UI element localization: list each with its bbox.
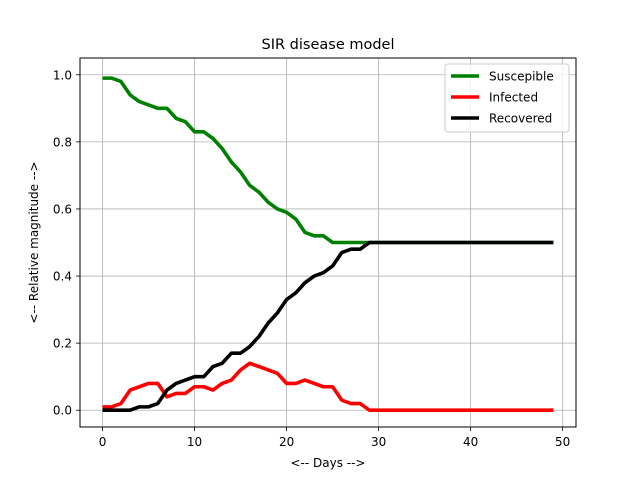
y-tick-label: 0.6	[53, 202, 72, 216]
legend-box	[444, 63, 570, 133]
x-tick-label: 0	[99, 435, 107, 449]
series-line-infected	[102, 361, 554, 413]
grid	[80, 58, 576, 427]
x-tick-label: 40	[463, 435, 478, 449]
y-tick-label: 0.8	[53, 135, 72, 149]
plot-frame	[79, 57, 577, 428]
y-axis-label: <-- Relative magnitude -->	[27, 161, 41, 323]
legend-label: Suscepible	[489, 70, 554, 84]
chart-title: SIR disease model	[262, 37, 395, 53]
x-axis-label: <-- Days -->	[290, 456, 365, 470]
legend: Suscepible Infected Recovered	[444, 63, 570, 133]
x-tick-label: 10	[187, 435, 202, 449]
x-tick-label: 30	[371, 435, 386, 449]
y-tick-label: 0.2	[53, 337, 72, 351]
y-tick-label: 1.0	[53, 68, 72, 82]
x-tick-label: 50	[555, 435, 570, 449]
series-line-recovered	[102, 240, 554, 413]
series-lines	[102, 76, 554, 413]
legend-label: Recovered	[489, 112, 552, 126]
axis-ticks: 0 10 20 30 40 50 0.0 0.2 0.4 0.6 0.8 1.0	[53, 68, 570, 449]
y-tick-label: 0.0	[53, 404, 72, 418]
y-tick-label: 0.4	[53, 270, 72, 284]
legend-label: Infected	[489, 91, 538, 105]
x-tick-label: 20	[279, 435, 294, 449]
